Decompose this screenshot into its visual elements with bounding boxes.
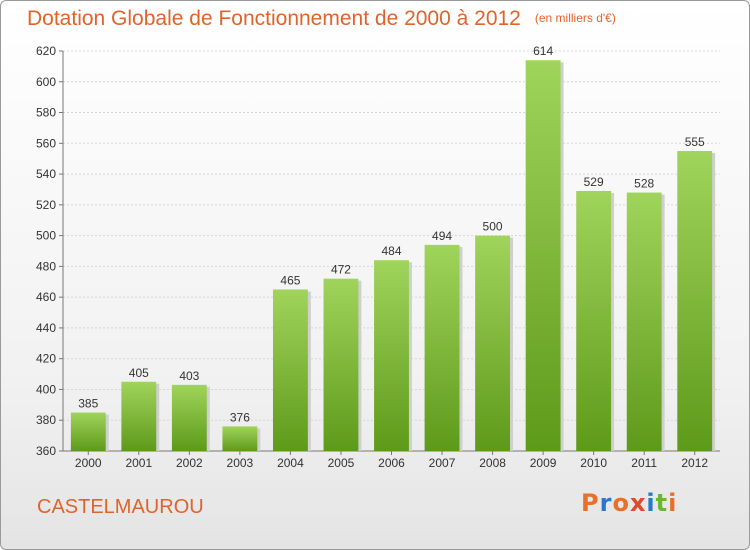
y-tick-label: 580 — [36, 106, 56, 120]
bar-value-label: 385 — [78, 397, 98, 411]
bar-value-label: 614 — [533, 44, 553, 58]
chart-subtitle: (en milliers d'€) — [534, 11, 616, 25]
x-tick-label: 2004 — [277, 456, 304, 470]
bar-2004 — [272, 289, 308, 451]
x-tick-label: 2009 — [530, 456, 557, 470]
y-tick-label: 420 — [36, 352, 56, 366]
chart-title-text: Dotation Globale de Fonctionnement de 20… — [27, 7, 521, 30]
logo-letter: r — [599, 489, 613, 517]
y-tick-label: 520 — [36, 198, 56, 212]
bar-value-label: 405 — [129, 366, 149, 380]
y-tick-label: 600 — [36, 75, 56, 89]
logo-letter: x — [629, 489, 647, 517]
bar-value-label: 555 — [685, 135, 705, 149]
bar-2003 — [222, 426, 258, 451]
bar-value-label: 472 — [331, 263, 351, 277]
bar-2011 — [626, 192, 662, 452]
logo-letter: o — [612, 489, 630, 517]
bar-value-label: 376 — [230, 410, 250, 424]
y-tick-label: 440 — [36, 321, 56, 335]
y-tick-label: 400 — [36, 382, 56, 396]
bar-2000 — [70, 412, 106, 451]
x-tick-label: 2011 — [631, 456, 657, 470]
logo-letter: P — [581, 489, 600, 517]
x-tick-label: 2007 — [429, 456, 456, 470]
y-tick-label: 460 — [36, 290, 56, 304]
x-tick-label: 2000 — [75, 456, 102, 470]
bar-2005 — [323, 278, 359, 451]
bar-value-label: 403 — [179, 369, 199, 383]
x-tick-label: 2008 — [479, 456, 506, 470]
y-tick-label: 360 — [36, 444, 56, 458]
chart-title: Dotation Globale de Fonctionnement de 20… — [27, 7, 616, 31]
proxiti-logo: Proxiti — [581, 489, 677, 517]
logo-letter: t — [655, 489, 669, 517]
y-tick-label: 380 — [36, 413, 56, 427]
x-tick-label: 2012 — [681, 456, 708, 470]
x-tick-label: 2005 — [328, 456, 355, 470]
bar-value-label: 484 — [381, 244, 401, 258]
logo-letter: i — [646, 489, 656, 517]
bar-2007 — [424, 244, 460, 451]
y-tick-label: 480 — [36, 259, 56, 273]
bar-value-label: 500 — [483, 220, 503, 234]
x-tick-label: 2003 — [227, 456, 254, 470]
bar-value-label: 465 — [280, 273, 300, 287]
bar-2001 — [121, 381, 157, 451]
x-tick-label: 2006 — [378, 456, 405, 470]
bar-value-label: 528 — [634, 177, 654, 191]
commune-name: CASTELMAUROU — [37, 496, 204, 518]
axes: 360 380 400 420 440 460 480 500 520 540 560 580 600 6… — [36, 44, 720, 470]
bar-2006 — [374, 260, 409, 451]
bar-2010 — [576, 191, 612, 451]
bar-2012 — [677, 151, 713, 451]
y-tick-label: 560 — [36, 136, 56, 150]
x-tick-label: 2001 — [125, 456, 152, 470]
bar-2009 — [525, 60, 561, 451]
bar-value-label: 494 — [432, 229, 452, 243]
y-tick-label: 500 — [36, 229, 56, 243]
y-tick-label: 540 — [36, 167, 56, 181]
bars — [70, 60, 716, 452]
data-labels: 385 405 403 376 465 472 484 494 500 614 529 528 555 — [78, 44, 705, 424]
bar-2008 — [475, 235, 511, 451]
x-tick-label: 2010 — [580, 456, 607, 470]
bar-2002 — [171, 384, 207, 451]
logo-letter: i — [668, 489, 678, 517]
bar-value-label: 529 — [584, 175, 604, 189]
x-tick-label: 2002 — [176, 456, 203, 470]
y-tick-label: 620 — [36, 44, 56, 58]
